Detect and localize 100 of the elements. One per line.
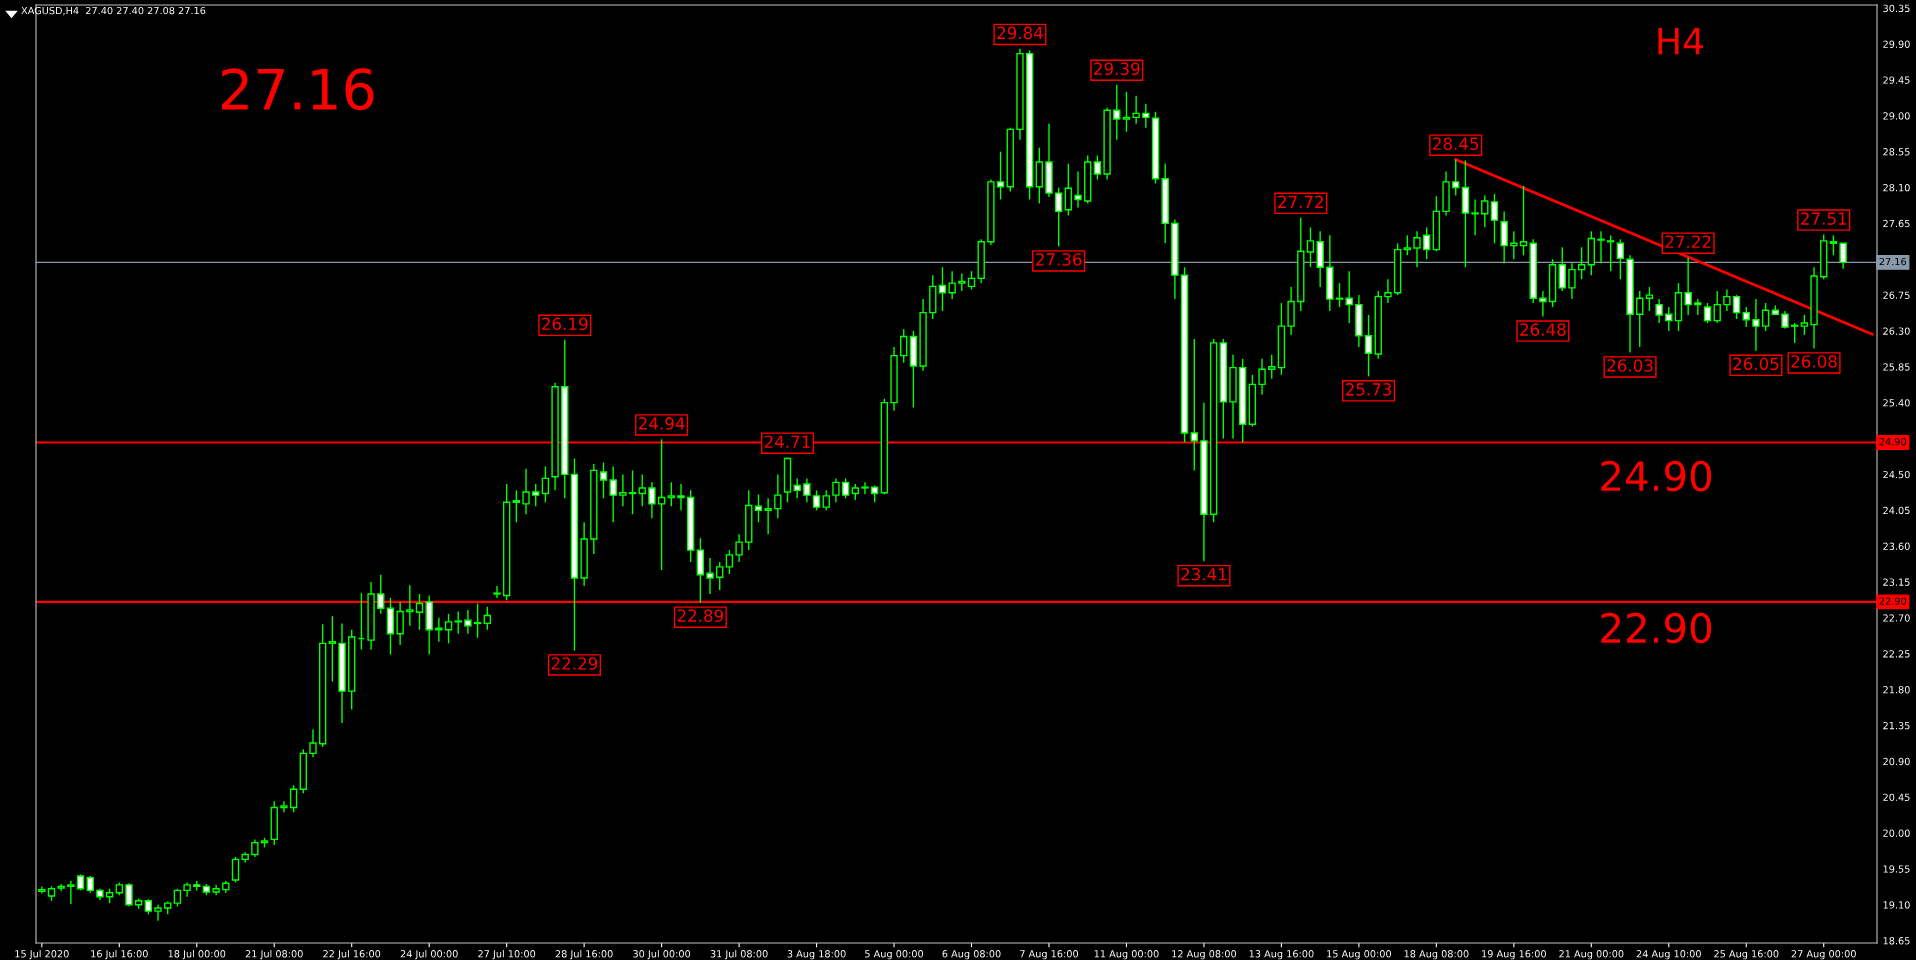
candlestick [541, 465, 550, 503]
candlestick [1064, 162, 1073, 217]
y-tick-label: 27.65 [1883, 219, 1910, 228]
annotation: 22.29 [551, 657, 598, 670]
candlestick [1074, 170, 1082, 209]
candlestick [1268, 354, 1276, 380]
annotation: 27.36 [1036, 253, 1082, 266]
candlestick [948, 270, 956, 300]
candlestick [1703, 302, 1712, 324]
candlestick [1122, 91, 1131, 133]
candlestick [1113, 83, 1121, 141]
y-tick-label: 23.15 [1883, 578, 1910, 586]
x-tick-label: 18 Jul 00:00 [168, 949, 226, 960]
y-tick-label: 21.35 [1883, 721, 1910, 730]
annotation: 26.05 [1733, 357, 1779, 371]
annotation: 29.84 [997, 26, 1043, 40]
candlestick [328, 615, 337, 683]
annotation: 24.94 [638, 417, 685, 430]
y-tick-label: 20.00 [1883, 829, 1910, 837]
y-tick-label: 20.90 [1883, 757, 1910, 766]
annotation: 23.41 [1181, 567, 1227, 581]
candlestick [1510, 230, 1518, 260]
x-tick-label: 15 Aug 00:00 [1327, 950, 1392, 960]
candlestick [841, 477, 850, 500]
candlestick [657, 438, 666, 571]
candlestick [1093, 154, 1102, 181]
annotation: 27.22 [1665, 235, 1711, 248]
y-tick-label: 25.40 [1883, 399, 1910, 407]
candlestick [1558, 246, 1566, 292]
candlestick [677, 483, 685, 511]
candlestick [1790, 322, 1799, 344]
x-tick-label: 30 Jul 00:00 [633, 949, 691, 960]
candlestick [774, 473, 782, 519]
candlestick [1606, 234, 1615, 272]
candlestick [532, 483, 540, 507]
candlestick [1723, 288, 1731, 312]
candlestick [619, 473, 627, 507]
candlestick [832, 477, 840, 503]
candlestick [725, 549, 734, 575]
annotation: 22.89 [677, 609, 724, 622]
candlestick [1403, 234, 1412, 256]
candlestick [1539, 290, 1547, 318]
y-tick-label: 19.55 [1883, 865, 1910, 873]
candlestick [1500, 210, 1508, 264]
y-tick-label: 22.70 [1883, 614, 1910, 622]
candlestick [1258, 358, 1266, 396]
candlestick [280, 800, 288, 813]
candlestick [1694, 298, 1702, 316]
y-tick-label: 29.45 [1883, 76, 1910, 84]
x-tick-label: 25 Aug 16:00 [1714, 950, 1779, 960]
candlestick [1684, 256, 1692, 316]
candlestick [1132, 95, 1140, 125]
annotation: 27.16 [221, 68, 374, 111]
candlestick [125, 882, 133, 908]
candlestick [1364, 314, 1373, 378]
candlestick [822, 489, 830, 511]
candlestick [67, 880, 75, 905]
chart-title: XAGUSD,H4 27.40 27.40 27.08 27.16 [21, 6, 206, 16]
candlestick [522, 468, 530, 515]
ref-line-label: 22.90 [1879, 597, 1907, 605]
candlestick [1597, 230, 1605, 264]
x-tick-label: 21 Aug 00:00 [1559, 950, 1624, 960]
candlestick [1732, 294, 1741, 320]
candlestick [1054, 186, 1063, 248]
x-tick-label: 27 Jul 10:00 [478, 949, 536, 960]
annotation: 27.72 [1278, 195, 1323, 208]
y-tick-label: 20.45 [1883, 793, 1910, 801]
x-tick-label: 5 Aug 00:00 [865, 950, 924, 960]
candlestick [1190, 338, 1198, 472]
candlestick [473, 602, 482, 639]
candlestick [1655, 298, 1663, 324]
ref-line-label: 24.90 [1879, 437, 1907, 446]
annotation: 26.48 [1520, 323, 1566, 336]
annotation: 29.39 [1094, 62, 1140, 76]
x-tick-label: 12 Aug 08:00 [1172, 950, 1237, 960]
candlestick [493, 585, 501, 599]
x-tick-label: 6 Aug 08:00 [942, 950, 1001, 960]
candlestick [1636, 290, 1644, 348]
y-tick-label: 21.80 [1883, 686, 1910, 694]
y-tick-label: 18.65 [1883, 937, 1910, 945]
y-tick-label: 24.50 [1883, 470, 1910, 479]
annotation: 26.03 [1607, 359, 1653, 372]
candlestick [289, 784, 298, 813]
x-tick-label: 27 Aug 00:00 [1791, 950, 1856, 960]
candlestick [706, 557, 714, 595]
candlestick [1829, 234, 1838, 256]
candlestick [1742, 306, 1750, 328]
candlestick [958, 272, 966, 292]
candlestick [1384, 278, 1392, 304]
annotation: 24.90 [1601, 460, 1712, 492]
x-tick-label: 28 Jul 16:00 [555, 949, 613, 960]
x-tick-label: 7 Aug 16:00 [1020, 950, 1079, 960]
candlestick [1616, 238, 1625, 280]
candlestick [648, 481, 656, 519]
candlestick [396, 601, 404, 646]
y-tick-label: 26.75 [1883, 291, 1910, 299]
candlestick [1800, 314, 1809, 336]
candlestick [1713, 290, 1721, 324]
candlestick [1481, 194, 1489, 229]
candlestick [861, 481, 869, 496]
